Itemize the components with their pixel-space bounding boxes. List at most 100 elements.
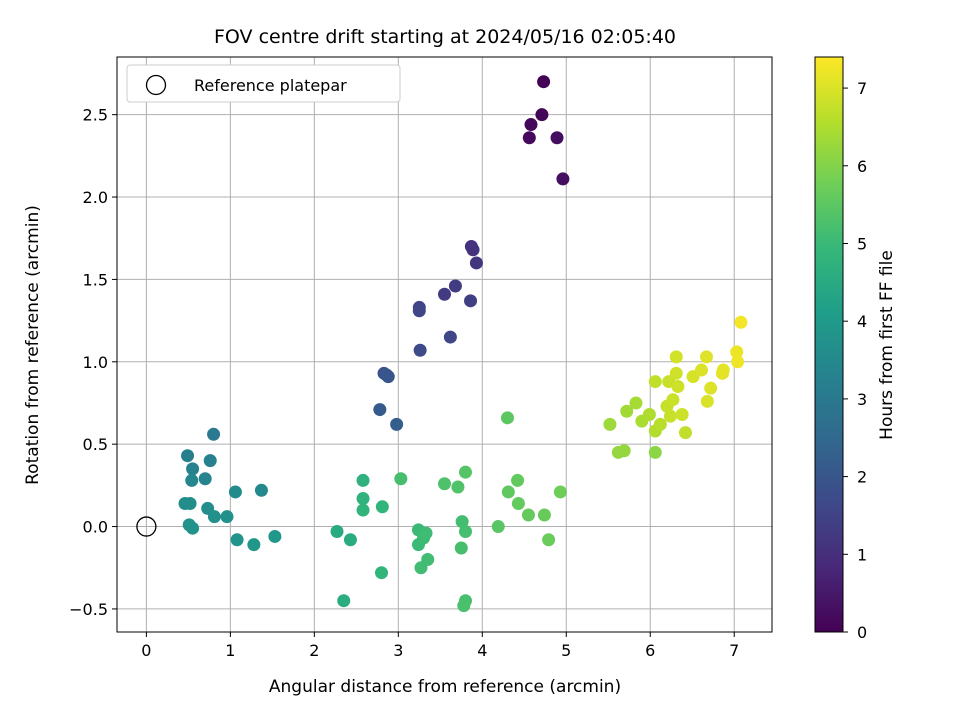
colorbar: 0 1 2 3 4 5 6 7 Hours from first FF file <box>814 56 897 642</box>
data-point <box>500 411 514 425</box>
data-point <box>458 465 472 479</box>
data-point <box>535 108 549 122</box>
x-tick-label: 1 <box>225 641 235 660</box>
data-point <box>268 529 282 543</box>
x-tick-label: 5 <box>561 641 571 660</box>
legend-marker <box>145 74 167 96</box>
data-point <box>412 304 426 318</box>
data-point <box>648 375 662 389</box>
data-point <box>642 408 656 422</box>
data-point <box>458 524 472 538</box>
data-point <box>183 496 197 510</box>
data-point <box>343 533 357 547</box>
data-point <box>421 553 435 567</box>
data-point <box>704 381 718 395</box>
data-point <box>669 366 683 380</box>
y-axis-ticks: −0.5 0.0 0.5 1.0 1.5 2.0 2.5 <box>69 106 117 619</box>
data-point <box>629 396 643 410</box>
legend-box <box>126 64 401 103</box>
x-tick-label: 0 <box>141 641 151 660</box>
y-tick-label: 0.0 <box>83 518 108 537</box>
data-point <box>390 417 404 431</box>
data-point <box>198 472 212 486</box>
data-point <box>438 287 451 301</box>
data-point <box>375 566 389 580</box>
data-point <box>356 473 370 487</box>
data-point <box>375 500 389 514</box>
data-point <box>663 409 677 423</box>
data-point <box>356 492 370 506</box>
data-point <box>694 363 708 377</box>
data-point <box>247 538 261 552</box>
data-point <box>603 417 617 431</box>
data-point <box>669 350 683 364</box>
data-point <box>466 243 480 257</box>
data-point <box>330 524 344 538</box>
y-tick-label: 1.0 <box>83 353 108 372</box>
data-point <box>679 426 693 440</box>
data-point <box>186 462 200 476</box>
data-point <box>666 393 680 407</box>
data-point <box>522 131 536 145</box>
data-point <box>356 503 370 517</box>
y-tick-label: 1.5 <box>83 270 108 289</box>
data-point <box>731 355 745 369</box>
colorbar-tick-label: 5 <box>857 234 867 253</box>
plot-frame <box>116 56 773 633</box>
data-point <box>556 172 570 186</box>
x-tick-label: 6 <box>645 641 655 660</box>
data-point <box>537 508 551 522</box>
data-point <box>228 485 242 499</box>
x-axis-ticks: 0 1 2 3 4 5 6 7 <box>141 632 739 660</box>
data-points <box>178 75 748 613</box>
data-point <box>469 256 483 270</box>
data-point <box>700 394 714 408</box>
data-point <box>730 345 744 359</box>
y-tick-label: 2.5 <box>83 106 108 125</box>
x-tick-label: 4 <box>477 641 487 660</box>
data-point <box>553 485 567 499</box>
colorbar-tick-label: 6 <box>857 157 867 176</box>
y-tick-label: 2.0 <box>83 188 108 207</box>
reference-platepar-marker <box>136 516 157 537</box>
data-point <box>373 403 387 417</box>
data-point <box>550 131 564 145</box>
data-point <box>455 515 469 529</box>
colorbar-tick-label: 1 <box>857 545 867 564</box>
data-point <box>254 483 268 497</box>
data-point <box>648 445 662 459</box>
data-point <box>457 599 471 613</box>
data-point <box>464 294 478 308</box>
chart-title: FOV centre drift starting at 2024/05/16 … <box>214 26 676 48</box>
data-point <box>451 480 465 494</box>
data-point <box>230 533 244 547</box>
legend: Reference platepar <box>126 64 401 103</box>
data-point <box>653 417 667 431</box>
colorbar-tick-label: 0 <box>857 623 867 642</box>
colorbar-gradient <box>814 56 844 633</box>
colorbar-tick-label: 3 <box>857 390 867 409</box>
data-point <box>716 363 730 377</box>
data-point <box>443 330 457 344</box>
data-point <box>511 496 525 510</box>
data-point <box>207 427 221 441</box>
data-point <box>438 477 451 491</box>
x-tick-label: 3 <box>393 641 403 660</box>
legend-label: Reference platepar <box>194 76 347 95</box>
colorbar-tick-label: 7 <box>857 79 867 98</box>
data-point <box>394 472 408 486</box>
data-point <box>511 473 525 487</box>
y-tick-label: 0.5 <box>83 435 108 454</box>
data-point <box>671 380 685 394</box>
data-point <box>617 444 631 458</box>
data-point <box>203 454 217 468</box>
data-point <box>524 118 538 132</box>
data-point <box>537 75 551 89</box>
data-point <box>454 541 468 555</box>
colorbar-tick-label: 4 <box>857 312 867 331</box>
x-tick-label: 7 <box>729 641 739 660</box>
colorbar-label: Hours from first FF file <box>877 250 897 440</box>
x-axis-label: Angular distance from reference (arcmin) <box>269 677 621 697</box>
colorbar-tick-label: 2 <box>857 468 867 487</box>
